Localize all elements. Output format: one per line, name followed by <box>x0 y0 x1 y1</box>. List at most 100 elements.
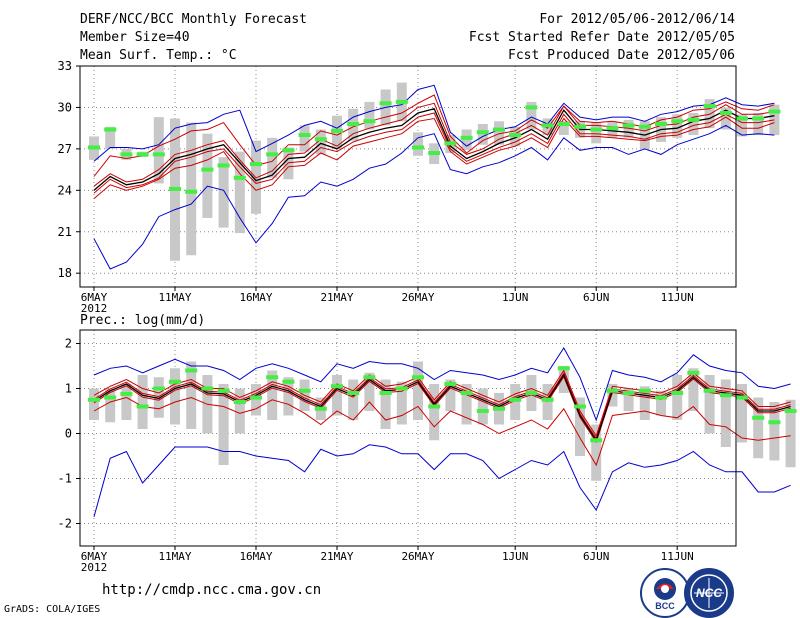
median-marker <box>347 122 360 127</box>
member-spread-box <box>591 122 602 144</box>
member-spread-box <box>510 384 521 420</box>
median-marker <box>379 101 392 106</box>
median-marker <box>104 395 117 400</box>
median-marker <box>687 117 700 122</box>
median-marker <box>412 145 424 150</box>
series-ensemble-mean <box>93 108 775 191</box>
median-marker <box>185 368 198 373</box>
median-marker <box>363 119 376 124</box>
median-marker <box>525 391 538 395</box>
median-marker <box>574 124 586 129</box>
member-spread-box <box>494 121 504 145</box>
x-tick-label: 11JUN <box>661 550 694 563</box>
member-spread-box <box>672 375 683 420</box>
prec-panel-title: Prec.: log(mm/d) <box>80 313 206 328</box>
x-tick-label: 11MAY <box>158 550 191 563</box>
grads-credit: GrADS: COLA/IGES <box>4 604 101 615</box>
member-spread-box <box>137 375 148 429</box>
median-marker <box>638 388 651 393</box>
x-year-label: 2012 <box>81 561 108 574</box>
y-tick-label: 27 <box>58 142 72 156</box>
member-spread-box <box>623 119 634 138</box>
member-spread-box <box>477 124 488 145</box>
member-spread-box <box>607 384 618 407</box>
fcst-started-date: Fcst Started Refer Date 2012/05/05 <box>468 30 735 45</box>
member-spread-box <box>315 129 326 155</box>
member-spread-box <box>105 388 116 423</box>
temp-panel-title: Mean Surf. Temp.: °C <box>80 48 237 63</box>
median-marker <box>169 379 181 384</box>
median-marker <box>217 163 230 168</box>
median-marker <box>638 124 651 129</box>
median-marker <box>574 404 586 409</box>
member-spread-box <box>380 379 391 429</box>
y-tick-label: 0 <box>65 427 72 441</box>
median-marker <box>671 391 684 395</box>
member-spread-box <box>348 379 359 420</box>
member-spread-box <box>785 399 796 468</box>
member-spread-box <box>688 368 699 411</box>
member-spread-box <box>753 112 764 136</box>
member-spread-box <box>445 379 456 411</box>
median-marker <box>476 130 489 135</box>
median-marker <box>233 175 246 180</box>
median-marker <box>736 116 748 121</box>
median-marker <box>509 133 522 138</box>
median-marker <box>460 135 473 140</box>
median-marker <box>428 151 441 156</box>
series-outer-upper <box>93 347 791 422</box>
bcc-logo-text: BCC <box>655 601 675 611</box>
median-marker <box>590 438 603 443</box>
median-marker <box>282 379 295 384</box>
member-spread-box <box>477 388 488 425</box>
median-marker <box>671 119 684 124</box>
member-spread-box <box>704 99 715 129</box>
median-marker <box>298 133 311 138</box>
fcst-produced-date: Fcst Produced Date 2012/05/06 <box>508 48 735 63</box>
member-spread-box <box>202 133 213 218</box>
member-spread-box <box>558 121 569 136</box>
member-spread-box <box>218 384 229 465</box>
member-spread-box <box>332 375 342 416</box>
series-red-spread-upper <box>93 94 775 177</box>
member-spread-box <box>688 112 699 136</box>
median-marker <box>768 420 781 425</box>
median-marker <box>557 122 570 127</box>
series-outer-lower <box>93 444 791 517</box>
member-spread-box <box>105 126 116 149</box>
median-marker <box>395 386 408 391</box>
median-marker <box>266 375 279 380</box>
footer-url[interactable]: http://cmdp.ncc.cma.gov.cn <box>102 582 322 598</box>
x-year-label: 2012 <box>81 302 108 315</box>
median-marker <box>655 122 667 127</box>
series-red-spread-upper <box>93 369 791 437</box>
ncc-logo: NCC <box>684 568 734 618</box>
y-tick-label: 21 <box>58 225 72 239</box>
median-marker <box>314 406 327 411</box>
median-marker <box>752 415 765 420</box>
median-marker <box>412 375 424 380</box>
x-tick-label: 16MAY <box>239 550 272 563</box>
member-spread-box <box>186 122 197 256</box>
member-spread-box <box>737 114 747 137</box>
member-spread-box <box>623 388 634 411</box>
member-spread-box <box>251 384 261 416</box>
median-marker <box>460 391 473 395</box>
median-marker <box>476 409 489 413</box>
member-spread-box <box>591 424 602 481</box>
temperature-panel: 18 21 24 27 30 33 6MAY 11MAY 16MAY 21MAY 26MAY 1JUN… <box>58 59 781 315</box>
median-marker <box>136 152 149 157</box>
median-marker <box>525 105 538 110</box>
member-spread-box <box>170 368 180 425</box>
median-marker <box>719 110 732 115</box>
x-tick-label: 6JUN <box>583 550 610 563</box>
member-spread-box <box>267 370 278 420</box>
median-marker <box>428 404 441 409</box>
member-spread-box <box>558 366 569 393</box>
median-marker <box>655 395 667 400</box>
x-tick-label: 1JUN <box>502 291 529 304</box>
member-spread-box <box>704 375 715 434</box>
member-spread-box <box>639 386 650 420</box>
